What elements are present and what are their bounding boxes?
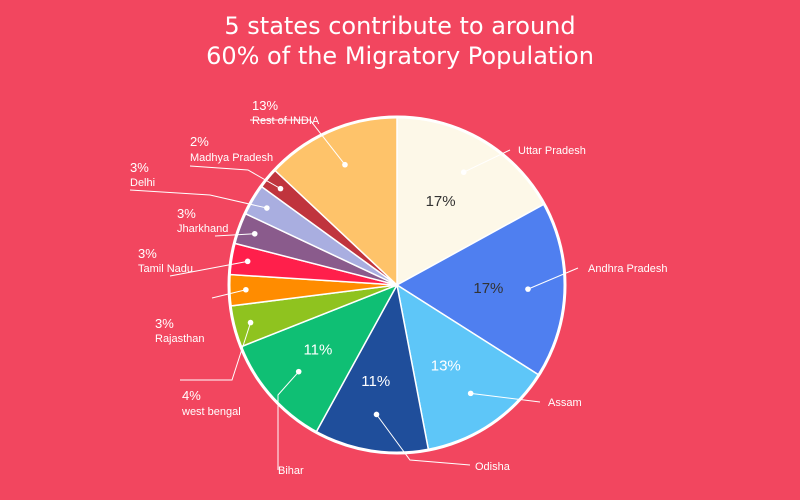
value-label-tamil-nadu: 3% [138,246,157,261]
leader-dot-rajasthan [243,286,249,293]
leader-line-tamil-nadu [169,260,248,277]
value-label-assam: 13% [431,358,461,375]
leader-dot-delhi [264,205,270,211]
leader-dot-assam [467,390,474,397]
label-rajasthan: Rajasthan [155,333,205,345]
leader-line-andhra-pradesh [527,267,579,290]
leader-dot-jharkhand [251,230,258,237]
value-label-rajasthan: 3% [155,316,174,331]
leader-dot-tamil-nadu [244,258,251,265]
chart-title-line-1: 5 states contribute to around [224,12,576,40]
value-label-madhya-pradesh: 2% [190,134,209,149]
leader-line-west-bengal [180,322,252,381]
leader-dot-west-bengal [247,319,254,326]
label-andhra-pradesh: Andhra Pradesh [588,263,668,275]
value-label-delhi: 3% [130,160,149,175]
label-bihar: Bihar [278,465,304,477]
leader-line-madhya-pradesh [189,165,281,190]
leader-line-odisha [376,414,471,466]
leader-dot-andhra-pradesh [525,286,531,292]
value-label-jharkhand: 3% [177,206,196,221]
value-label-rest-of-india: 13% [252,98,278,113]
leader-line-assam [470,392,541,403]
label-odisha: Odisha [475,461,511,473]
leader-dot-uttar-pradesh [460,169,467,176]
label-assam: Assam [548,397,582,409]
label-jharkhand: Jharkhand [177,223,228,235]
value-label-west-bengal: 4% [182,388,201,403]
leader-line-delhi [129,189,267,209]
label-delhi: Delhi [130,177,155,189]
label-uttar-pradesh: Uttar Pradesh [518,145,586,157]
label-tamil-nadu: Tamil Nadu [138,263,193,275]
leader-dot-madhya-pradesh [277,185,284,192]
chart-title-line-2: 60% of the Migratory Population [206,42,594,70]
leader-dot-bihar [295,368,302,375]
leader-line-bihar [277,371,300,470]
label-rest-of-india: Rest of INDIA [252,115,320,127]
value-label-andhra-pradesh: 17% [473,280,503,297]
pie-rim [227,115,567,455]
label-west-bengal: west bengal [181,406,241,418]
label-madhya-pradesh: Madhya Pradesh [190,152,273,164]
leader-dot-rest-of-india [342,161,348,168]
value-label-bihar: 11% [303,341,332,358]
value-label-uttar-pradesh: 17% [426,193,456,210]
pie-labels: Uttar Pradesh 17% Andhra Pradesh 17% Assam 13… [129,98,668,477]
leader-line-rest-of-india [250,119,346,166]
leader-line-jharkhand [214,233,255,237]
value-label-odisha: 11% [361,373,390,390]
pie-slices [228,116,566,454]
leader-dot-odisha [373,411,380,418]
